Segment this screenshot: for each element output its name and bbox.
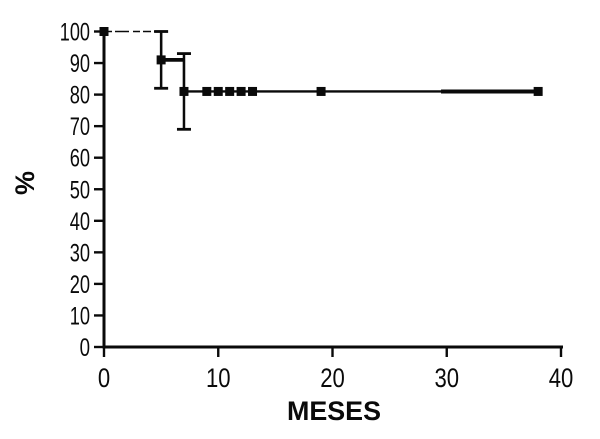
y-tick-label: 100 bbox=[60, 19, 90, 47]
y-tick-label: 20 bbox=[70, 271, 90, 299]
y-tick-label: 50 bbox=[70, 176, 90, 204]
x-tick-label: 30 bbox=[434, 363, 459, 393]
data-point-marker bbox=[179, 86, 189, 96]
data-point-marker bbox=[156, 55, 166, 65]
y-tick-label: 40 bbox=[70, 208, 90, 236]
x-tick-label: 40 bbox=[549, 363, 574, 393]
y-tick-label: 90 bbox=[70, 50, 90, 78]
data-point-marker bbox=[213, 86, 223, 96]
y-axis-label: % bbox=[10, 171, 40, 195]
data-point-marker bbox=[316, 86, 326, 96]
x-tick-label: 20 bbox=[320, 363, 345, 393]
x-axis-label: MESES bbox=[287, 396, 381, 426]
data-point-marker bbox=[99, 27, 109, 36]
y-tick-label: 30 bbox=[70, 239, 90, 267]
data-point-marker bbox=[225, 86, 235, 96]
data-point-marker bbox=[236, 86, 246, 96]
x-tick-label: 10 bbox=[206, 363, 231, 393]
data-point-marker bbox=[533, 86, 543, 96]
x-tick-label: 0 bbox=[98, 363, 110, 393]
y-tick-label: 70 bbox=[70, 113, 90, 141]
y-tick-label: 10 bbox=[70, 302, 90, 330]
y-tick-label: 0 bbox=[80, 334, 90, 362]
data-point-marker bbox=[202, 86, 212, 96]
data-point-marker bbox=[248, 86, 258, 96]
survival-series bbox=[99, 27, 543, 131]
y-tick-label: 80 bbox=[70, 82, 90, 110]
y-tick-label: 60 bbox=[70, 145, 90, 173]
